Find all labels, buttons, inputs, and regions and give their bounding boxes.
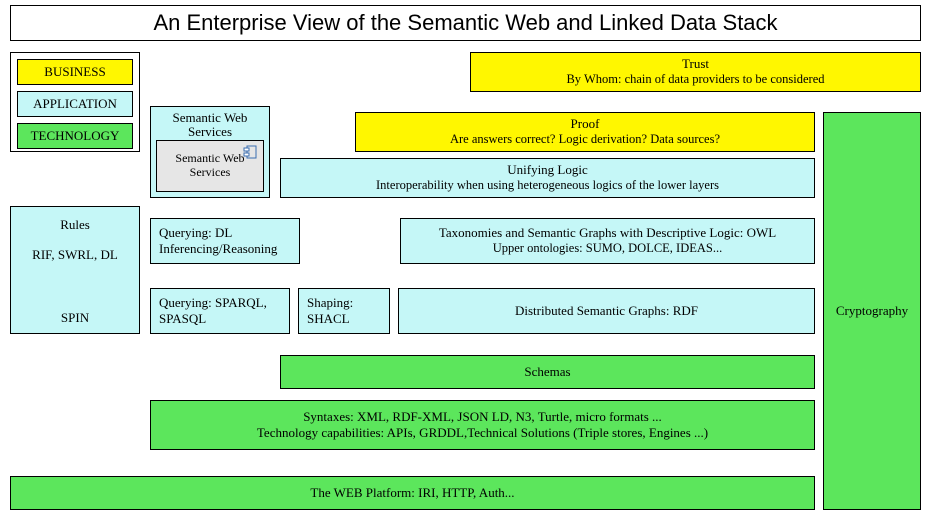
sws-outer-label: Semantic Web Services [155,111,265,140]
layer-rules: Rules RIF, SWRL, DL SPIN [10,206,140,334]
layer-trust: Trust By Whom: chain of data providers t… [470,52,921,92]
layer-sws-inner: Semantic Web Services [156,140,264,192]
proof-sub: Are answers correct? Logic derivation? D… [450,132,720,148]
layer-taxonomies: Taxonomies and Semantic Graphs with Desc… [400,218,815,264]
component-icon [243,145,257,159]
layer-query-dl: Querying: DL Inferencing/Reasoning [150,218,300,264]
unifying-sub: Interoperability when using heterogeneou… [376,178,719,194]
trust-sub: By Whom: chain of data providers to be c… [566,72,824,88]
legend: BUSINESS APPLICATION TECHNOLOGY [10,52,140,152]
legend-technology: TECHNOLOGY [17,123,133,149]
layer-rdf: Distributed Semantic Graphs: RDF [398,288,815,334]
layer-unifying-logic: Unifying Logic Interoperability when usi… [280,158,815,198]
trust-title: Trust [682,56,709,72]
proof-title: Proof [571,116,600,132]
web-label: The WEB Platform: IRI, HTTP, Auth... [310,485,514,501]
shaping-label: Shaping: SHACL [307,295,385,328]
legend-application: APPLICATION [17,91,133,117]
layer-schemas: Schemas [280,355,815,389]
layer-web-platform: The WEB Platform: IRI, HTTP, Auth... [10,476,815,510]
legend-business: BUSINESS [17,59,133,85]
unifying-title: Unifying Logic [507,162,588,178]
diagram-title: An Enterprise View of the Semantic Web a… [10,5,921,41]
rdf-label: Distributed Semantic Graphs: RDF [515,303,698,319]
layer-proof: Proof Are answers correct? Logic derivat… [355,112,815,152]
query-dl-label: Querying: DL Inferencing/Reasoning [159,225,295,258]
cryptography-label: Cryptography [836,303,908,319]
taxonomies-sub: Upper ontologies: SUMO, DOLCE, IDEAS... [493,241,723,257]
schemas-label: Schemas [524,364,570,380]
layer-syntaxes: Syntaxes: XML, RDF-XML, JSON LD, N3, Tur… [150,400,815,450]
syntaxes-line1: Syntaxes: XML, RDF-XML, JSON LD, N3, Tur… [303,409,662,425]
layer-shaping: Shaping: SHACL [298,288,390,334]
taxonomies-title: Taxonomies and Semantic Graphs with Desc… [439,225,776,241]
layer-cryptography: Cryptography [823,112,921,510]
rules-title: Rules [60,217,90,233]
query-sparql-label: Querying: SPARQL, SPASQL [159,295,285,328]
rules-line1: RIF, SWRL, DL [32,247,118,263]
rules-line2: SPIN [61,310,89,326]
layer-query-sparql: Querying: SPARQL, SPASQL [150,288,290,334]
syntaxes-line2: Technology capabilities: APIs, GRDDL,Tec… [257,425,708,441]
